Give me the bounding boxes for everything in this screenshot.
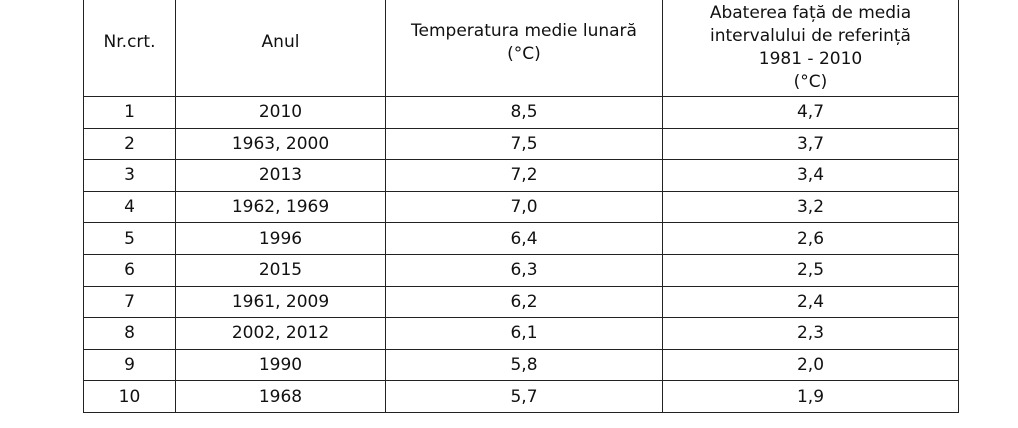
table-cell: 3,4 <box>662 159 959 192</box>
table-row: 8 2002, 2012 6,1 2,3 <box>83 317 959 350</box>
table-row: 4 1962, 1969 7,0 3,2 <box>83 190 959 224</box>
header-text: Anul <box>261 32 300 52</box>
table-cell: 9 <box>83 348 176 382</box>
table-cell: 4,7 <box>662 96 959 129</box>
table-cell: 7,5 <box>385 127 663 161</box>
table-cell: 7,2 <box>385 159 663 192</box>
table-cell: 1 <box>83 96 176 129</box>
table-body: 1 2010 8,5 4,7 2 1963, 2000 7,5 3,7 3 2013 7,2 3,4 4… <box>83 96 959 413</box>
header-text: Temperatura medie lunară <box>411 20 637 41</box>
table-cell: 1990 <box>175 348 386 382</box>
data-table: Nr.crt. Anul Temperatura medie lunară (°C) A… <box>83 0 959 413</box>
header-text: 1981 - 2010 <box>758 49 863 69</box>
table-cell: 6,1 <box>385 317 663 350</box>
header-unit: (°C) <box>793 72 828 92</box>
table-cell: 1961, 2009 <box>175 285 386 319</box>
table-cell: 1963, 2000 <box>175 127 386 161</box>
table-cell: 2,6 <box>662 222 959 255</box>
table-cell: 2 <box>83 127 176 161</box>
table-row: 7 1961, 2009 6,2 2,4 <box>83 285 959 319</box>
table-cell: 8 <box>83 317 176 350</box>
table-cell: 5,8 <box>385 348 663 382</box>
header-row: Nr.crt. Anul Temperatura medie lunară (°C) A… <box>83 0 959 97</box>
table-row: 10 1968 5,7 1,9 <box>83 380 959 413</box>
table-cell: 1996 <box>175 222 386 255</box>
header-unit: (°C) <box>507 43 541 64</box>
header-text: Abaterea față de media <box>709 3 912 23</box>
table-cell: 5 <box>83 222 176 255</box>
table-cell: 3 <box>83 159 176 192</box>
table-cell: 2,5 <box>662 253 959 287</box>
table-cell: 7,0 <box>385 190 663 224</box>
table-cell: 1962, 1969 <box>175 190 386 224</box>
table-cell: 2013 <box>175 159 386 192</box>
table-cell: 4 <box>83 190 176 224</box>
table-cell: 2,4 <box>662 285 959 319</box>
table-row: 1 2010 8,5 4,7 <box>83 96 959 129</box>
table-cell: 3,7 <box>662 127 959 161</box>
table-cell: 10 <box>83 380 176 413</box>
table-row: 5 1996 6,4 2,6 <box>83 222 959 255</box>
table-cell: 8,5 <box>385 96 663 129</box>
table-cell: 5,7 <box>385 380 663 413</box>
header-cell: Anul <box>175 0 386 97</box>
table-cell: 2,0 <box>662 348 959 382</box>
table-cell: 2,3 <box>662 317 959 350</box>
table-row: 3 2013 7,2 3,4 <box>83 159 959 192</box>
table-cell: 6 <box>83 253 176 287</box>
header-cell: Temperatura medie lunară (°C) <box>385 0 663 97</box>
table-cell: 3,2 <box>662 190 959 224</box>
table-cell: 2002, 2012 <box>175 317 386 350</box>
table-cell: 2010 <box>175 96 386 129</box>
header-cell: Abaterea față de media intervalului de re… <box>662 0 959 97</box>
table-cell: 6,4 <box>385 222 663 255</box>
table-cell: 1968 <box>175 380 386 413</box>
table-cell: 6,2 <box>385 285 663 319</box>
header-text: Nr.crt. <box>103 32 156 52</box>
header-cell: Nr.crt. <box>83 0 176 97</box>
table-cell: 7 <box>83 285 176 319</box>
header-text: intervalului de referință <box>710 26 911 46</box>
table-row: 2 1963, 2000 7,5 3,7 <box>83 127 959 161</box>
table-cell: 1,9 <box>662 380 959 413</box>
table-row: 9 1990 5,8 2,0 <box>83 348 959 382</box>
table-cell: 2015 <box>175 253 386 287</box>
table-cell: 6,3 <box>385 253 663 287</box>
table-row: 6 2015 6,3 2,5 <box>83 253 959 287</box>
